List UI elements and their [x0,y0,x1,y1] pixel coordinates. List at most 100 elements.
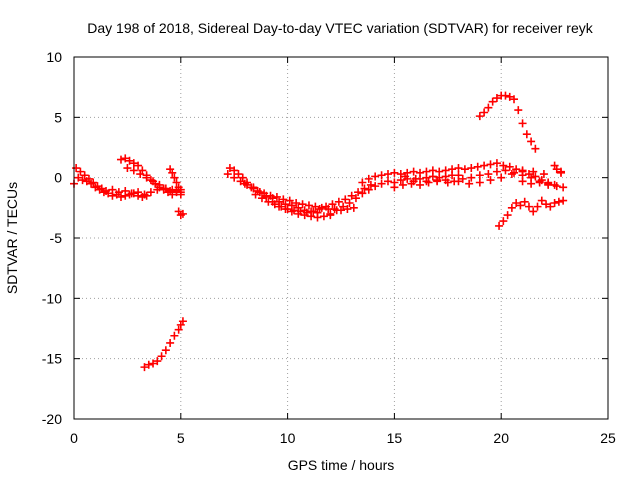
y-tick-label: 0 [54,170,62,186]
data-point [518,119,527,128]
x-tick-label: 5 [177,430,185,446]
data-point [236,177,245,186]
data-point [448,165,457,174]
data-point [473,162,482,171]
data-point [155,180,164,189]
data-point [322,202,331,211]
data-point [134,188,143,197]
data-point [166,338,175,347]
data-point [416,168,425,177]
data-point [234,170,243,179]
x-tick-label: 20 [493,430,509,446]
data-point [454,164,463,173]
data-point [507,170,516,179]
data-point [129,166,138,175]
series-track-c [116,154,177,199]
data-point [114,188,123,197]
data-point [360,184,369,193]
data-point [484,170,493,179]
axis-ticks: 0 5 10 15 20 25 10 5 0 -5 -10 -15 -20 [42,49,616,446]
data-point [146,188,155,197]
data-point [277,202,286,211]
data-point [292,199,301,208]
data-point [501,91,510,100]
data-point [552,182,561,191]
data-point [178,317,187,326]
data-point [396,170,405,179]
data-point [366,180,375,189]
data-point [332,206,341,215]
data-point [84,174,93,183]
data-point [97,184,106,193]
data-point [247,183,256,192]
data-point [140,363,149,372]
data-point [281,200,290,209]
data-point [364,185,373,194]
data-point [542,200,551,209]
data-point [522,130,531,139]
data-point [520,197,529,206]
data-point [319,212,328,221]
data-point [428,166,437,175]
data-point [315,205,324,214]
data-point [311,202,320,211]
data-point [341,195,350,204]
data-point [486,176,495,185]
data-point [142,173,151,182]
data-point [422,177,431,186]
series-track-o [401,161,566,188]
series-track-g [140,317,187,372]
data-point [74,173,83,182]
series-track-f [174,207,187,220]
plot-frame [73,56,609,420]
data-point [347,191,356,200]
data-point [433,176,442,185]
data-point [383,170,392,179]
data-point [488,97,497,106]
data-point [230,173,239,182]
data-point [492,94,501,103]
data-point [486,160,495,169]
data-point [552,165,561,174]
data-point [505,92,514,101]
data-point [168,168,177,177]
chart-title: Day 198 of 2018, Sidereal Day-to-day VTE… [87,20,593,36]
data-point [108,185,117,194]
data-point [351,194,360,203]
data-point [377,179,386,188]
data-point [290,206,299,215]
data-point [409,167,418,176]
data-point [358,178,367,187]
data-point [497,173,506,182]
data-point [559,183,568,192]
data-point [345,199,354,208]
data-point [364,174,373,183]
data-point [266,191,275,200]
data-point [296,207,305,216]
data-point [507,203,516,212]
data-point [72,164,81,173]
data-point [157,352,166,361]
series-track-p [475,91,540,153]
data-point [443,178,452,187]
data-point [149,359,158,368]
data-point [178,209,187,218]
data-point [176,185,185,194]
data-point [80,171,89,180]
data-point [514,106,523,115]
data-point [529,207,538,216]
data-point [475,112,484,121]
data-point [527,137,536,146]
data-point [512,199,521,208]
data-point [531,144,540,153]
data-point [125,156,134,165]
data-point [454,177,463,186]
data-point [546,202,555,211]
data-point [527,179,536,188]
data-point [467,173,476,182]
data-points [70,91,568,372]
data-point [480,161,489,170]
data-point [174,325,183,334]
data-point [501,166,510,175]
